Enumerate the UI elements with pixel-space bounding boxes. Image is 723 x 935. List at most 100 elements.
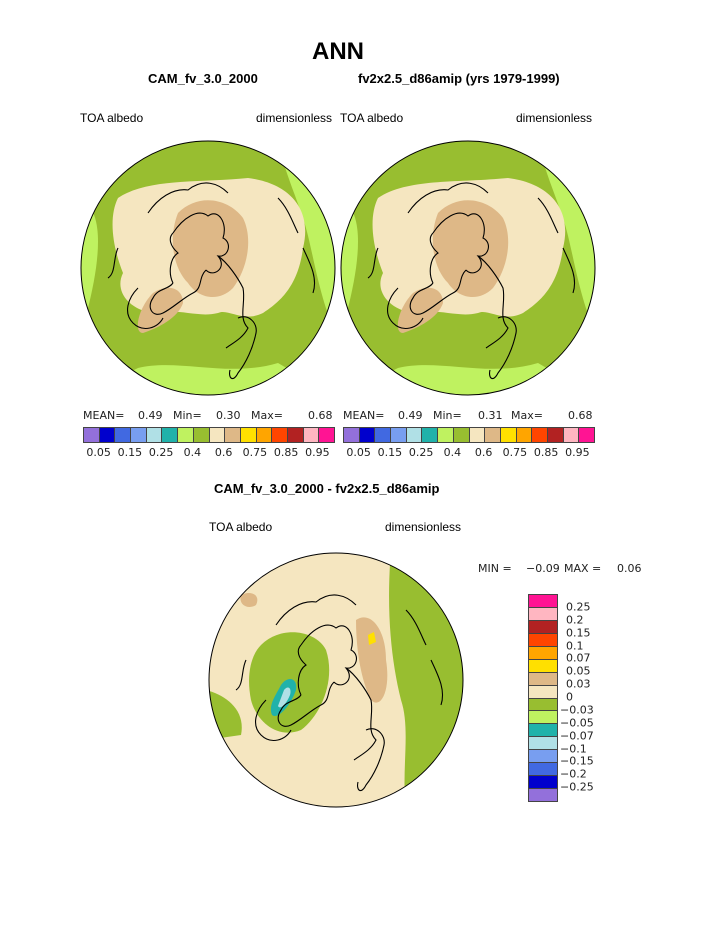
colorbar-swatch <box>529 776 557 790</box>
coastlines <box>235 594 444 792</box>
colorbar-swatch <box>193 428 210 442</box>
colorbar-label: −0.15 <box>560 754 594 768</box>
colorbar-label: 0.95 <box>305 446 330 459</box>
colorbar-swatch <box>131 428 147 442</box>
colorbar-swatch <box>272 428 288 442</box>
colorbar-swatch <box>375 428 392 442</box>
colorbar-swatch <box>485 428 501 442</box>
diff-title: CAM_fv_3.0_2000 - fv2x2.5_d86amip <box>214 481 440 496</box>
colorbar-swatch <box>469 428 486 442</box>
panel1-max: 0.68 <box>308 409 333 422</box>
diff-variable: TOA albedo <box>209 520 273 534</box>
panel1-units: dimensionless <box>256 111 333 125</box>
colorbar-swatch <box>529 711 557 725</box>
colorbar-swatch <box>529 607 557 621</box>
map-boundary <box>340 140 596 396</box>
colorbar-label: 0.6 <box>214 446 233 459</box>
colorbar-label: 0.95 <box>565 446 590 459</box>
colorbar-swatch <box>529 750 557 764</box>
colorbar-swatch <box>391 428 407 442</box>
colorbar-swatch <box>529 659 557 673</box>
difference-contour <box>278 687 291 708</box>
panel1-min: 0.30 <box>216 409 241 422</box>
colorbar-swatch <box>115 428 132 442</box>
colorbar-label: 0.85 <box>533 446 559 459</box>
colorbar-swatch <box>547 428 564 442</box>
coastlines <box>367 182 576 380</box>
figure-title: ANN <box>312 38 364 65</box>
colorbar-swatch <box>359 428 376 442</box>
colorbar-label: −0.05 <box>560 716 594 730</box>
panel1-colorbar <box>83 427 335 443</box>
colorbar-label: 0.07 <box>566 651 591 665</box>
colorbar-swatch <box>422 428 439 442</box>
colorbar-swatch <box>529 763 557 777</box>
colorbar-swatch <box>438 428 454 442</box>
panel2-min-label: Min= <box>433 409 462 422</box>
panel1-polar-map <box>80 140 336 396</box>
albedo-contour <box>172 200 249 298</box>
diff-colorbar <box>528 594 558 802</box>
panel1-mean-label: MEAN= <box>83 409 125 422</box>
panel2-mean: 0.49 <box>398 409 423 422</box>
colorbar-swatch <box>529 724 557 738</box>
panel1-min-label: Min= <box>173 409 202 422</box>
albedo-contour <box>432 200 509 298</box>
colorbar-swatch <box>303 428 320 442</box>
diff-min: −0.09 <box>526 562 560 575</box>
colorbar-swatch <box>500 428 517 442</box>
colorbar-label: 0.03 <box>566 677 591 691</box>
colorbar-label: 0.25 <box>408 446 434 459</box>
colorbar-swatch <box>532 428 548 442</box>
colorbar-label: 0.75 <box>502 446 528 459</box>
colorbar-swatch <box>319 428 334 442</box>
colorbar-label: 0.6 <box>474 446 493 459</box>
colorbar-label: 0.4 <box>183 446 202 459</box>
colorbar-label: 0.25 <box>148 446 174 459</box>
colorbar-swatch <box>529 789 557 801</box>
colorbar-swatch <box>209 428 226 442</box>
colorbar-label: 0.05 <box>566 664 591 678</box>
panel2-max-label: Max= <box>511 409 543 422</box>
colorbar-swatch <box>563 428 580 442</box>
colorbar-label: 0.25 <box>566 600 591 614</box>
colorbar-label: −0.25 <box>560 780 594 794</box>
diff-max-label: MAX = <box>564 562 602 575</box>
colorbar-swatch <box>529 595 557 608</box>
colorbar-swatch <box>406 428 423 442</box>
colorbar-swatch <box>529 633 557 647</box>
difference-contour <box>240 593 258 607</box>
colorbar-swatch <box>240 428 257 442</box>
colorbar-label: 0.05 <box>346 446 371 459</box>
panel2-max: 0.68 <box>568 409 593 422</box>
colorbar-swatch <box>516 428 533 442</box>
panel2-variable: TOA albedo <box>340 111 404 125</box>
colorbar-label: 0.85 <box>273 446 299 459</box>
panel2-colorbar <box>343 427 595 443</box>
albedo-contour <box>397 287 443 333</box>
colorbar-swatch <box>529 685 557 699</box>
colorbar-swatch <box>579 428 594 442</box>
diff-min-label: MIN = <box>478 562 512 575</box>
colorbar-label: 0.1 <box>566 639 584 652</box>
colorbar-swatch <box>529 672 557 686</box>
panel2-polar-map <box>340 140 596 396</box>
coastlines <box>107 182 316 380</box>
panel1-mean: 0.49 <box>138 409 163 422</box>
colorbar-swatch <box>344 428 360 442</box>
panel2-case-title: fv2x2.5_d86amip (yrs 1979-1999) <box>358 71 560 86</box>
colorbar-label: 0.15 <box>566 626 591 640</box>
panel1-max-label: Max= <box>251 409 283 422</box>
panel2-mean-label: MEAN= <box>343 409 385 422</box>
colorbar-label: 0.15 <box>117 446 143 459</box>
colorbar-swatch <box>287 428 304 442</box>
colorbar-swatch <box>99 428 116 442</box>
map-boundary <box>80 140 336 396</box>
albedo-contour <box>137 287 183 333</box>
colorbar-swatch <box>162 428 179 442</box>
panel1-case-title: CAM_fv_3.0_2000 <box>148 71 258 86</box>
colorbar-swatch <box>225 428 241 442</box>
panel2-min: 0.31 <box>478 409 503 422</box>
panel2-units: dimensionless <box>516 111 593 125</box>
